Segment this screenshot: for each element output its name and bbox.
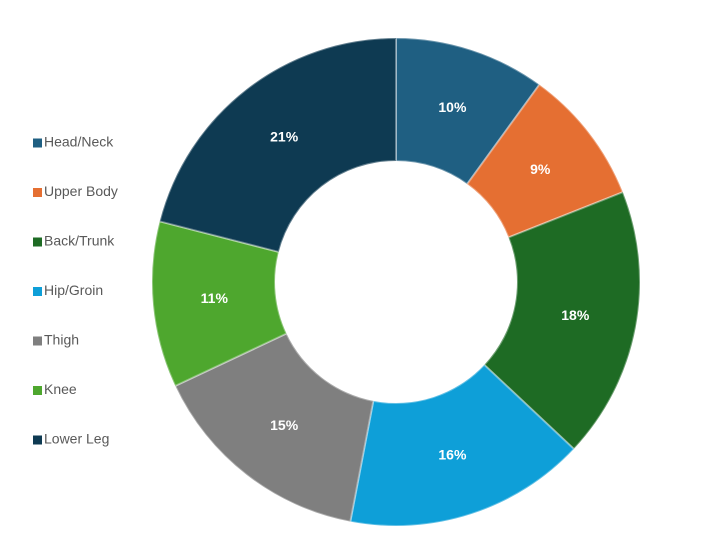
legend-swatch bbox=[33, 188, 42, 197]
slice bbox=[395, 36, 541, 186]
legend-swatch bbox=[33, 386, 42, 395]
legend-text: Upper Body bbox=[44, 183, 118, 199]
legend-swatch bbox=[33, 287, 42, 296]
slice-label: 10% bbox=[438, 99, 467, 115]
slice bbox=[465, 83, 625, 239]
legend-swatch bbox=[33, 435, 42, 445]
slice-label: 18% bbox=[561, 307, 590, 323]
legend-text: Lower Leg bbox=[44, 431, 109, 447]
legend-swatch bbox=[33, 237, 42, 247]
slice bbox=[158, 36, 397, 254]
legend-text: Thigh bbox=[44, 332, 79, 348]
slice bbox=[173, 332, 375, 523]
legend-text: Knee bbox=[44, 381, 77, 397]
slice bbox=[151, 220, 288, 388]
slice bbox=[349, 363, 576, 527]
legend-text: Back/Trunk bbox=[44, 233, 115, 249]
slice-label: 11% bbox=[201, 290, 229, 306]
slice-label: 9% bbox=[530, 161, 551, 177]
slice-label: 16% bbox=[438, 446, 467, 462]
slice-label: 15% bbox=[270, 417, 299, 433]
legend-swatch bbox=[33, 336, 42, 346]
legend-text: Head/Neck bbox=[44, 134, 114, 150]
slice bbox=[482, 190, 641, 451]
legend-text: Hip/Groin bbox=[44, 282, 103, 298]
slice-label: 21% bbox=[270, 128, 299, 144]
legend-swatch bbox=[33, 138, 42, 148]
